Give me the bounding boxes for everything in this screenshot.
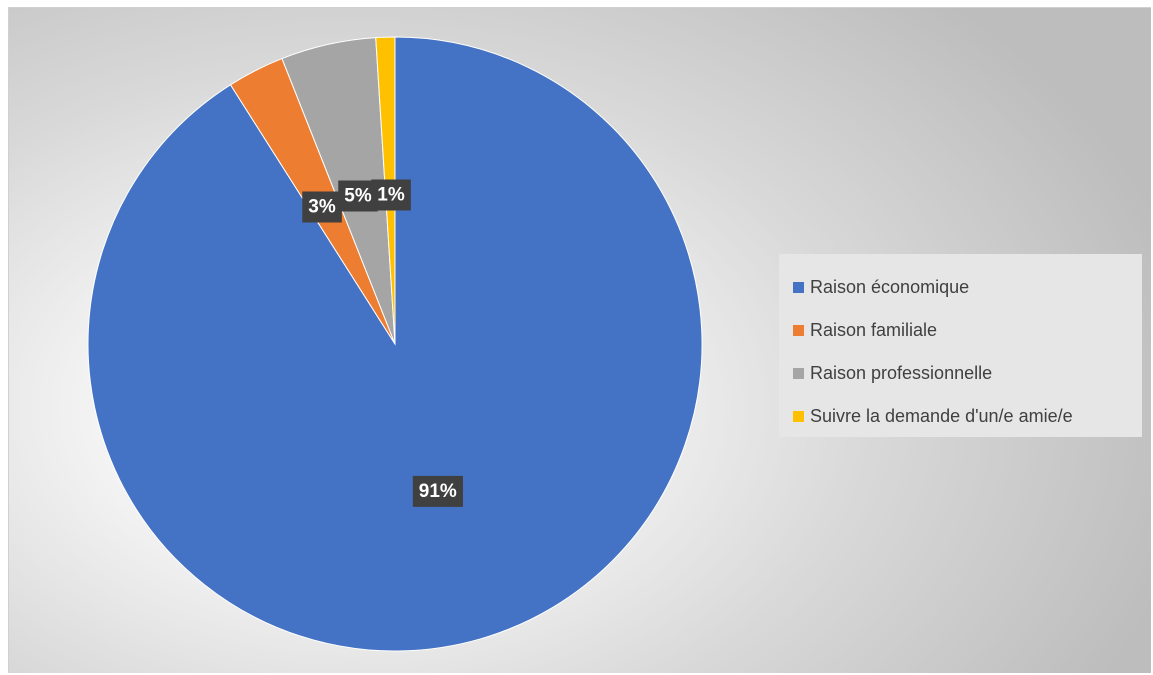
- chart-area: 91% 3% 5% 1% Raison économique Raison famil…: [8, 7, 1151, 673]
- legend-label-suivre-la-demande: Suivre la demande d'un/e amie/e: [810, 406, 1073, 426]
- legend-label-raison-professionnelle: Raison professionnelle: [810, 363, 993, 383]
- data-label-text-raison-professionnelle: 5%: [344, 186, 372, 207]
- data-label-box-raison-professionnelle: [338, 180, 378, 212]
- data-label-raison-economique: 91%: [412, 475, 463, 507]
- legend: Raison économique Raison familiale Raiso…: [779, 254, 1142, 437]
- data-label-box-raison-familiale: [302, 191, 342, 223]
- data-label-suivre-la-demande-d-un-e-amie-e: 1%: [371, 179, 411, 211]
- legend-swatch-raison-professionnelle: [793, 368, 804, 379]
- legend-swatch-suivre-la-demande: [793, 411, 804, 422]
- legend-item-raison-professionnelle: Raison professionnelle: [793, 352, 1142, 395]
- pie-chart: 91% 3% 5% 1%: [87, 36, 703, 652]
- pie-slices: [87, 36, 703, 652]
- legend-label-raison-economique: Raison économique: [810, 277, 970, 297]
- legend-item-raison-familiale: Raison familiale: [793, 309, 1142, 352]
- data-label-raison-professionnelle: 5%: [338, 180, 378, 212]
- legend-swatch-raison-economique: [793, 282, 804, 293]
- legend-label-raison-familiale: Raison familiale: [810, 320, 938, 340]
- data-label-box-raison-economique: [412, 475, 463, 507]
- data-label-text-raison-economique: 91%: [419, 481, 457, 502]
- data-label-box-suivre-la-demande-d-un-e-amie-e: [371, 179, 411, 211]
- legend-item-suivre-la-demande: Suivre la demande d'un/e amie/e: [793, 395, 1142, 438]
- legend-item-raison-economique: Raison économique: [793, 266, 1142, 309]
- data-label-text-raison-familiale: 3%: [308, 197, 336, 218]
- data-label-raison-familiale: 3%: [302, 191, 342, 223]
- legend-swatch-raison-familiale: [793, 325, 804, 336]
- data-label-text-suivre-la-demande-d-un-e-amie-e: 1%: [377, 185, 405, 206]
- pie-data-labels: 91% 3% 5% 1%: [302, 179, 463, 507]
